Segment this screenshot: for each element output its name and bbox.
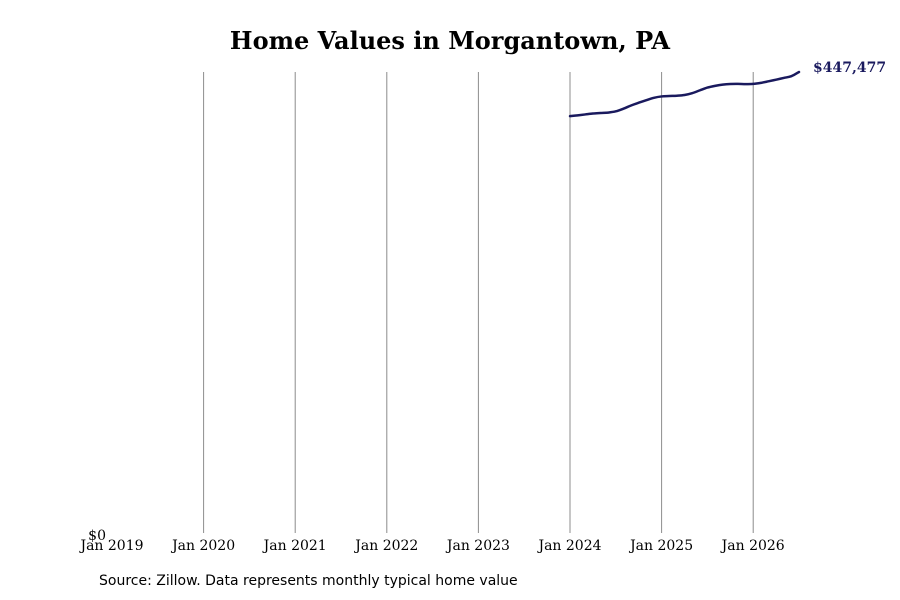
series-layer: $447,477 [568, 60, 886, 118]
series-line [568, 70, 801, 118]
x-tick-label: Jan 2019 [78, 538, 143, 554]
chart-title: Home Values in Morgantown, PA [229, 26, 671, 55]
x-tick-label: Jan 2020 [170, 538, 235, 554]
gridlines [203, 72, 754, 533]
x-tick-label: Jan 2021 [262, 538, 327, 554]
x-axis-ticks: Jan 2019 Jan 2020 Jan 2021 Jan 2022 Jan 2023… [78, 538, 784, 554]
x-tick-label: Jan 2025 [628, 538, 693, 554]
x-tick-label: Jan 2023 [445, 538, 510, 554]
source-note: Source: Zillow. Data represents monthly … [99, 573, 518, 589]
end-value-label: $447,477 [813, 60, 886, 76]
x-tick-label: Jan 2024 [536, 538, 601, 554]
x-tick-label: Jan 2022 [353, 538, 418, 554]
x-tick-label: Jan 2026 [720, 538, 785, 554]
y-axis-ticks: $0 [88, 528, 106, 544]
y-tick-label: $0 [88, 528, 106, 544]
